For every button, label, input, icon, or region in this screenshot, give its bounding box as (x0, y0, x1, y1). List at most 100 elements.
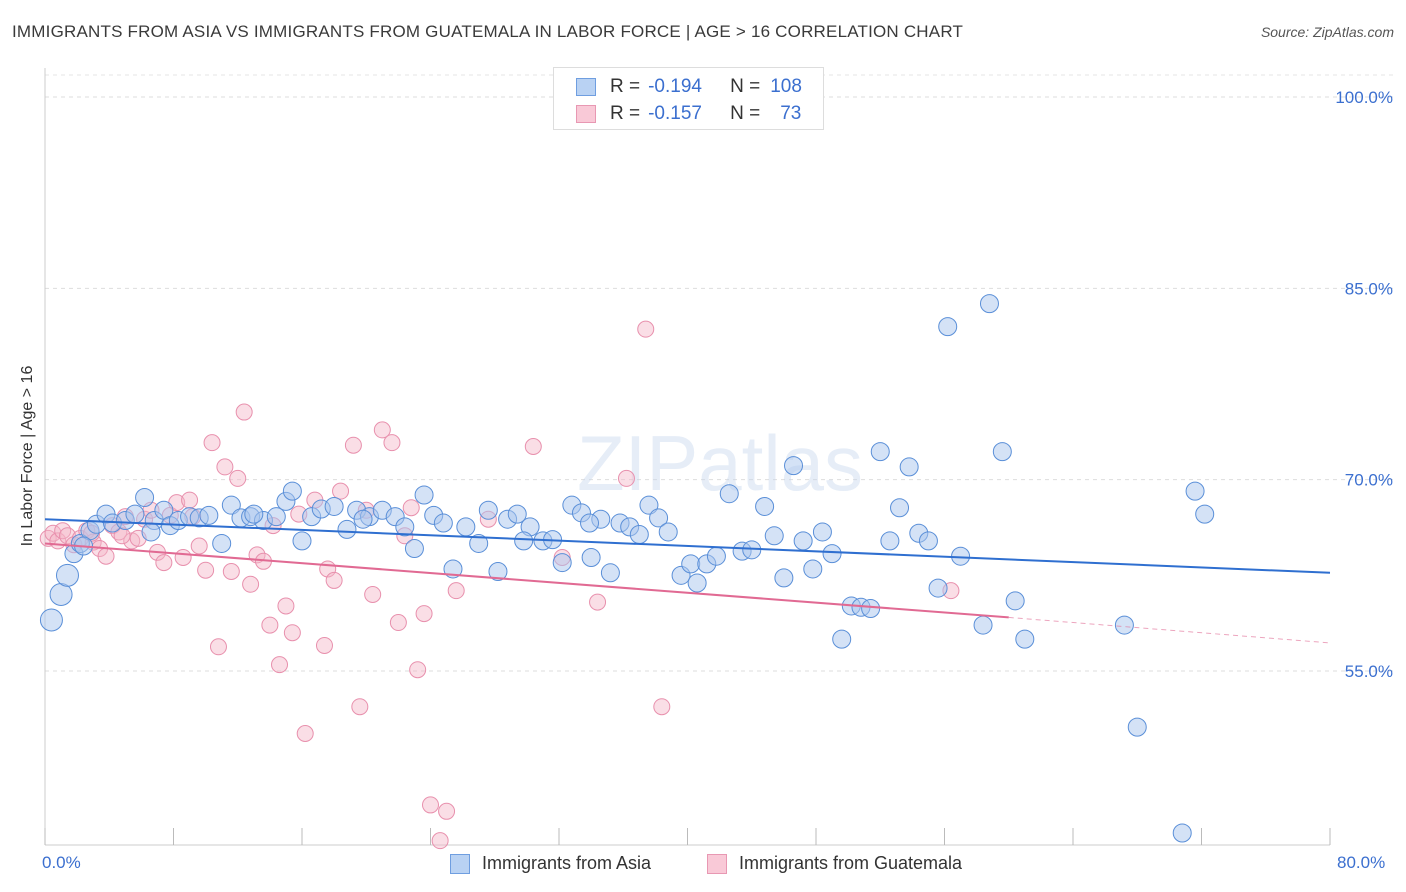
guatemala-point (242, 575, 260, 593)
guatemala-point (438, 802, 456, 820)
asia-point (212, 533, 232, 553)
y-tick-labels: 55.0% 70.0% 85.0% 100.0% (1335, 88, 1393, 681)
guatemala-point (277, 597, 295, 615)
asia-point (658, 522, 678, 542)
asia-n-label: N = (730, 76, 761, 97)
guatemala-point (332, 482, 350, 500)
asia-point (629, 525, 649, 545)
guatemala-point (216, 458, 234, 476)
asia-point (581, 547, 601, 567)
guatemala-point (617, 469, 635, 487)
asia-point (244, 504, 264, 524)
guatemala-point (97, 547, 115, 565)
asia-point (266, 507, 286, 527)
asia-point (880, 531, 900, 551)
axes (44, 68, 1331, 846)
guatemala-r-value: -0.157 (648, 103, 702, 124)
guatemala-point (283, 624, 301, 642)
asia-point (774, 568, 794, 588)
guatemala-n-value: 73 (780, 103, 802, 124)
asia-point (918, 531, 938, 551)
asia-swatch (576, 78, 596, 96)
guatemala-trend-extension (1008, 616, 1331, 644)
asia-point (890, 498, 910, 518)
asia-point (803, 559, 823, 579)
y-tick-label: 100.0% (1335, 88, 1393, 107)
guatemala-point (589, 593, 607, 611)
asia-point (639, 495, 659, 515)
guatemala-point (296, 725, 314, 743)
guatemala-r-label: R = (610, 103, 641, 124)
guatemala-point (155, 554, 173, 572)
series-asia (39, 294, 1215, 843)
asia-point (39, 608, 63, 632)
guatemala-point (261, 616, 279, 634)
guatemala-point (271, 656, 289, 674)
asia-point (337, 519, 357, 539)
guatemala-point (389, 614, 407, 632)
asia-point (353, 509, 373, 529)
asia-n-value: 108 (770, 76, 802, 97)
asia-trend-line (44, 518, 1331, 574)
bottom-legend-asia: Immigrants from Asia (450, 853, 651, 874)
asia-point (899, 457, 919, 477)
source-label: Source: ZipAtlas.com (1260, 24, 1394, 40)
stats-legend: R = -0.194 N = 108 R = -0.157 N = 73 (553, 67, 824, 130)
asia-point (404, 539, 424, 559)
asia-point (199, 505, 219, 525)
asia-point (812, 522, 832, 542)
asia-point (600, 563, 620, 583)
guatemala-point (315, 636, 333, 654)
trend-lines (44, 518, 1331, 644)
bottom-asia-label: Immigrants from Asia (482, 853, 652, 873)
x-tick-label-max: 80.0% (1337, 853, 1386, 872)
asia-point (784, 456, 804, 476)
asia-point (514, 531, 534, 551)
guatemala-point (409, 661, 427, 679)
asia-point (1015, 629, 1035, 649)
asia-point (992, 442, 1012, 462)
guatemala-point (209, 638, 227, 656)
y-tick-label: 70.0% (1345, 471, 1393, 490)
asia-point (681, 554, 701, 574)
guatemala-point (415, 605, 433, 623)
series-guatemala (39, 320, 960, 850)
guatemala-point (524, 438, 542, 456)
asia-point (832, 629, 852, 649)
y-axis-label: In Labor Force | Age > 16 (19, 365, 36, 547)
asia-point (292, 531, 312, 551)
asia-point (1172, 823, 1192, 843)
y-tick-label: 55.0% (1345, 662, 1393, 681)
guatemala-point (229, 469, 247, 487)
stats-legend-row-asia: R = -0.194 N = 108 (576, 76, 802, 98)
asia-point (125, 504, 145, 524)
guatemala-point (383, 434, 401, 452)
guatemala-point (190, 537, 208, 555)
bottom-legend-guatemala: Immigrants from Guatemala (707, 853, 962, 874)
bottom-guatemala-label: Immigrants from Guatemala (739, 853, 963, 873)
asia-point (1185, 481, 1205, 501)
guatemala-point (637, 320, 655, 338)
asia-point (793, 531, 813, 551)
guatemala-point (653, 698, 671, 716)
asia-point (861, 598, 881, 618)
guatemala-n-label: N = (730, 103, 761, 124)
guatemala-point (447, 582, 465, 600)
guatemala-point (431, 832, 449, 850)
guatemala-point (203, 434, 221, 452)
guatemala-point (344, 436, 362, 454)
asia-point (764, 526, 784, 546)
guatemala-point (54, 522, 72, 540)
chart-title: IMMIGRANTS FROM ASIA VS IMMIGRANTS FROM … (12, 22, 964, 41)
asia-point (478, 500, 498, 520)
asia-point (979, 294, 999, 314)
asia-point (719, 484, 739, 504)
asia-point (552, 553, 572, 573)
asia-point (49, 582, 73, 606)
asia-point (687, 573, 707, 593)
asia-point (395, 517, 415, 537)
guatemala-point (422, 796, 439, 814)
asia-point (938, 317, 958, 337)
guatemala-point (39, 529, 57, 547)
